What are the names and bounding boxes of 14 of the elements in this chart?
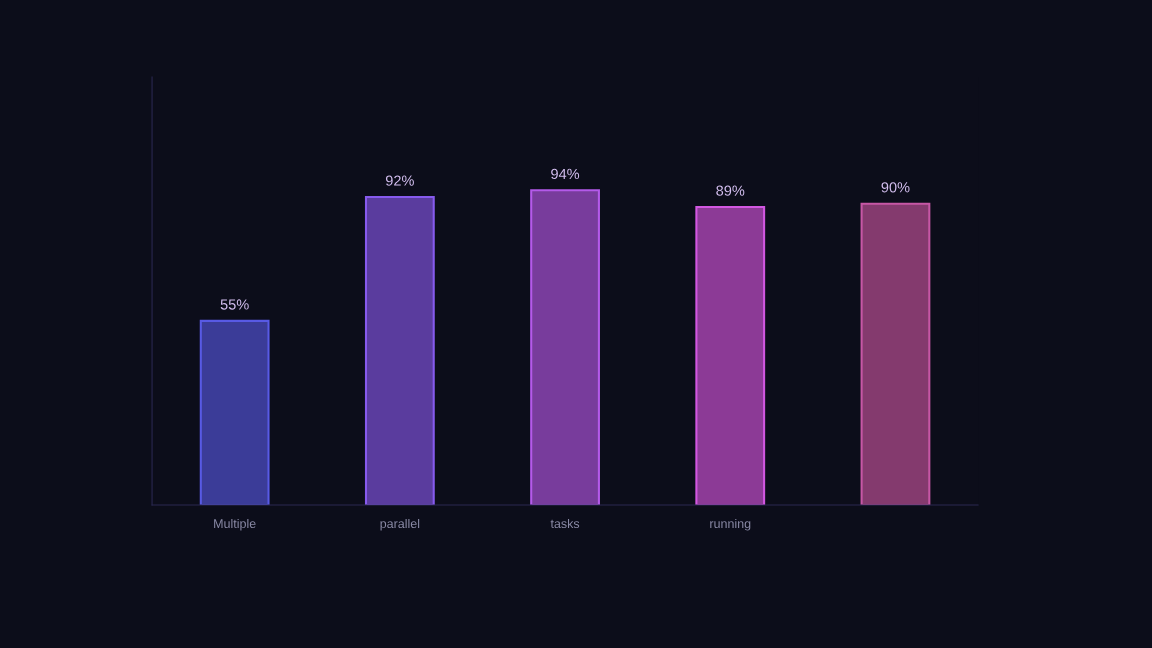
data-label: 55% bbox=[220, 299, 249, 310]
x-tick-label: parallel bbox=[380, 518, 420, 531]
bar bbox=[695, 205, 766, 505]
x-tick-label: tasks bbox=[550, 518, 580, 529]
x-tick-label: Multiple bbox=[214, 518, 256, 531]
data-label: 90% bbox=[881, 182, 910, 193]
data-label: 89% bbox=[716, 185, 745, 196]
bar bbox=[860, 202, 931, 505]
bar bbox=[364, 195, 435, 505]
bar bbox=[199, 319, 270, 505]
bar bbox=[530, 189, 600, 505]
data-label: 94% bbox=[551, 168, 580, 180]
data-label: 92% bbox=[385, 175, 414, 186]
x-tick-label: running bbox=[710, 518, 751, 531]
